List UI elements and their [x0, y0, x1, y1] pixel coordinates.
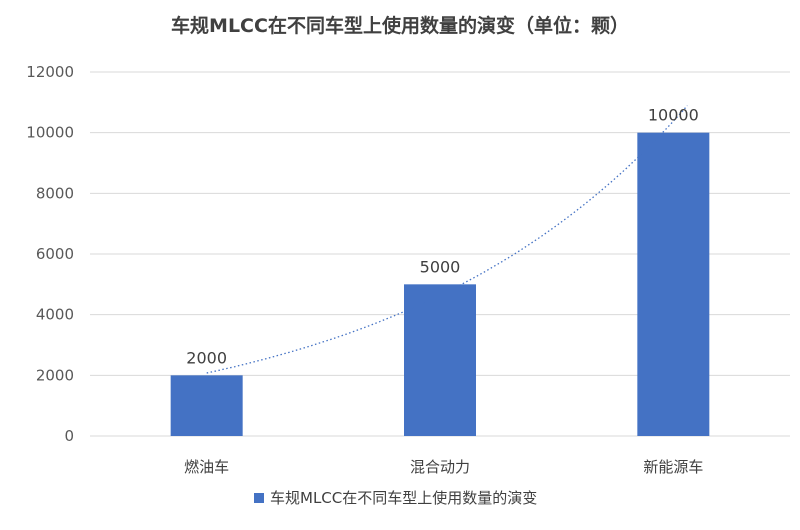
data-label: 10000: [648, 106, 699, 125]
x-tick-label: 新能源车: [643, 458, 703, 476]
y-tick-label: 0: [64, 427, 74, 445]
chart-title: 车规MLCC在不同车型上使用数量的演变（单位：颗）: [171, 14, 629, 37]
x-tick-label: 燃油车: [184, 458, 229, 476]
y-tick-label: 12000: [26, 63, 74, 81]
bar: [637, 132, 710, 436]
legend-swatch: [254, 493, 264, 503]
bar: [404, 284, 476, 436]
legend-label: 车规MLCC在不同车型上使用数量的演变: [270, 489, 537, 507]
y-tick-label: 2000: [36, 366, 74, 384]
data-label: 2000: [186, 348, 227, 367]
x-tick-label: 混合动力: [410, 458, 470, 476]
legend: 车规MLCC在不同车型上使用数量的演变: [254, 489, 537, 507]
y-tick-label: 4000: [36, 306, 74, 324]
y-tick-label: 8000: [36, 184, 74, 202]
bar: [170, 375, 243, 436]
y-tick-label: 6000: [36, 245, 74, 263]
data-label: 5000: [420, 257, 461, 276]
y-tick-label: 10000: [26, 124, 74, 142]
